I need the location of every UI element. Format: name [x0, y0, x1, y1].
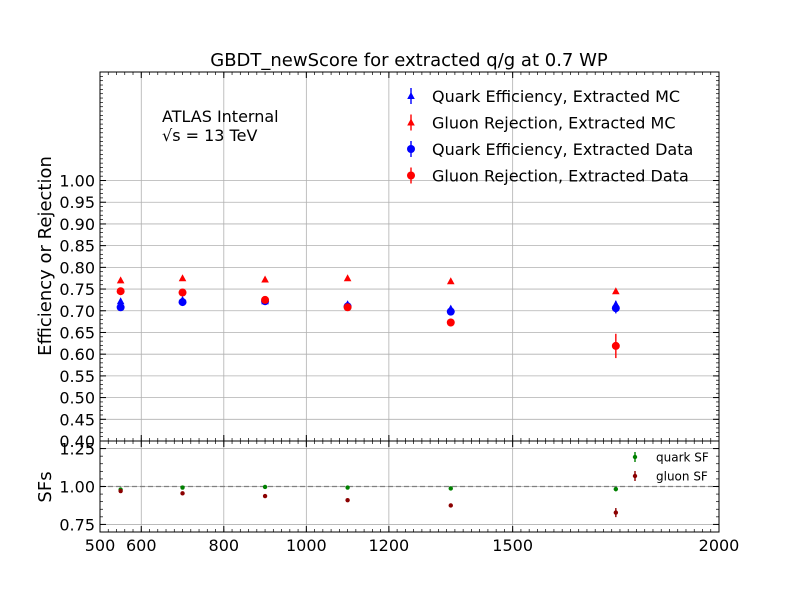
gluon-sf-point	[613, 510, 619, 515]
x-tick-label: 1200	[369, 536, 410, 555]
legend-marker	[407, 145, 415, 153]
gluon-rejection-extracted-data-point	[446, 318, 455, 327]
gluon-rejection-extracted-mc-point	[612, 287, 620, 295]
main-y-tick-label: 0.70	[59, 302, 95, 321]
main-y-tick-label: 0.45	[59, 410, 95, 429]
main-panel: 0.40 0.45 0.50 0.55 0.60 0.65 0.70 0.75 0.80 0.85…	[35, 71, 720, 451]
main-y-tick-label: 0.65	[59, 323, 95, 342]
x-tick-label: 2000	[699, 536, 740, 555]
legend-label: gluon SF	[656, 470, 708, 484]
main-legend: Quark Efficiency, Extracted MC Gluon Reje…	[407, 87, 693, 186]
energy-label: √s = 13 TeV	[162, 126, 257, 145]
gluon-sf-point	[448, 503, 453, 508]
gluon-rejection-extracted-data-point	[343, 303, 352, 312]
x-tick-labels: 500 600 800 1000 1200 1500 2000	[85, 536, 740, 555]
ratio-y-tick-labels: 0.75 1.00 1.25	[59, 440, 95, 535]
main-y-tick-label: 1.00	[59, 172, 95, 191]
x-tick-label: 800	[209, 536, 240, 555]
main-y-tick-label: 0.75	[59, 280, 95, 299]
legend-marker	[407, 171, 415, 180]
main-y-tick-label: 0.85	[59, 237, 95, 256]
gluon-rejection-extracted-data-point	[611, 341, 620, 350]
x-tick-label: 1000	[286, 536, 327, 555]
x-tick-label: 1500	[492, 536, 533, 555]
x-tick-label: 500	[85, 536, 116, 555]
main-y-tick-label: 0.50	[59, 389, 95, 408]
gluon-rejection-extracted-data-point	[261, 295, 270, 304]
gluon-rejection-extracted-data-point	[178, 288, 187, 297]
legend-label: Gluon Rejection, Extracted Data	[432, 167, 689, 186]
ratio-y-tick-label: 0.75	[59, 515, 95, 534]
ratio-legend: quark SF gluon SF	[632, 451, 709, 484]
gluon-sf-point	[262, 493, 268, 499]
ratio-plot-frame	[99, 440, 720, 533]
gluon-sf-point	[180, 491, 185, 496]
legend-label: Quark Efficiency, Extracted MC	[432, 87, 680, 106]
main-y-tick-label: 0.90	[59, 215, 95, 234]
main-y-axis-label: Efficiency or Rejection	[35, 156, 56, 356]
legend-label: quark SF	[656, 451, 709, 465]
quark-sf-point	[262, 484, 268, 490]
legend-label: Gluon Rejection, Extracted MC	[432, 114, 676, 133]
gluon-rejection-extracted-mc-point	[446, 277, 455, 285]
quark-sf-point	[613, 486, 619, 492]
ratio-y-tick-label: 1.25	[59, 440, 95, 459]
quark-efficiency-extracted-data-point	[178, 298, 187, 307]
gluon-sf-point	[345, 497, 350, 503]
gluon-rejection-extracted-data-point	[116, 287, 125, 296]
ratio-y-axis-label: SFs	[35, 471, 56, 502]
main-y-tick-label: 0.40	[59, 432, 95, 451]
x-tick-label: 600	[126, 536, 157, 555]
quark-sf-point	[448, 486, 453, 491]
legend-marker	[407, 92, 415, 99]
legend-marker	[632, 473, 638, 479]
quark-efficiency-extracted-mc-point	[116, 297, 125, 305]
gluon-rejection-extracted-mc-point	[261, 275, 269, 283]
quark-efficiency-extracted-data-point	[611, 304, 620, 313]
gluon-sf-point	[118, 488, 123, 494]
quark-efficiency-extracted-data-point	[446, 307, 455, 316]
legend-label: Quark Efficiency, Extracted Data	[432, 140, 693, 159]
main-y-tick-label: 0.60	[59, 345, 95, 364]
quark-efficiency-extracted-data-point	[116, 303, 125, 312]
chart-title: GBDT_newScore for extracted q/g at 0.7 W…	[210, 50, 608, 71]
quark-sf-point	[345, 485, 350, 490]
gluon-rejection-extracted-mc-point	[343, 274, 352, 282]
legend-marker	[632, 454, 638, 460]
main-y-tick-label: 0.80	[59, 258, 95, 277]
main-y-tick-label: 0.55	[59, 367, 95, 386]
atlas-label: ATLAS Internal	[162, 107, 279, 126]
main-y-tick-label: 0.95	[59, 193, 95, 212]
ratio-data-points	[118, 484, 619, 518]
gluon-rejection-extracted-mc-point	[116, 276, 125, 284]
ratio-panel: 0.75 1.00 1.25 quark SF gluon SF SFs 500 600…	[35, 440, 739, 555]
quark-sf-point	[180, 485, 185, 490]
gluon-rejection-extracted-mc-point	[178, 274, 187, 282]
ratio-y-tick-label: 1.00	[59, 478, 95, 497]
legend-marker	[407, 118, 415, 126]
main-y-tick-labels: 0.40 0.45 0.50 0.55 0.60 0.65 0.70 0.75 0.80 0.85…	[59, 172, 95, 451]
main-data-points	[116, 274, 620, 359]
